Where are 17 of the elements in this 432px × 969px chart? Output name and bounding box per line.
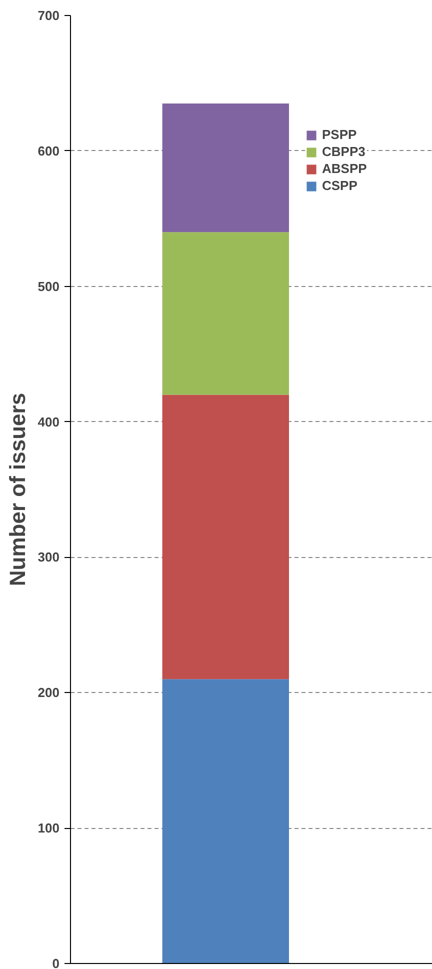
legend-label: CBPP3 bbox=[322, 144, 366, 159]
legend-label: ABSPP bbox=[322, 161, 367, 176]
legend-label: CSPP bbox=[322, 178, 358, 193]
bar bbox=[162, 679, 289, 964]
y-tick-label: 0 bbox=[52, 956, 60, 969]
bar bbox=[162, 394, 289, 680]
bar bbox=[162, 104, 289, 232]
y-tick-label: 700 bbox=[38, 8, 60, 23]
y-tick-label: 600 bbox=[38, 143, 60, 158]
y-tick-label: 500 bbox=[38, 278, 60, 294]
y-tick-label: 100 bbox=[38, 820, 60, 836]
bar bbox=[162, 232, 289, 395]
y-tick-label: 400 bbox=[38, 414, 60, 430]
legend-label: PSPP bbox=[322, 127, 357, 142]
y-axis-title: Number of issuers bbox=[4, 392, 30, 586]
y-tick-label: 300 bbox=[38, 550, 60, 565]
y-tick-label: 200 bbox=[38, 685, 60, 700]
